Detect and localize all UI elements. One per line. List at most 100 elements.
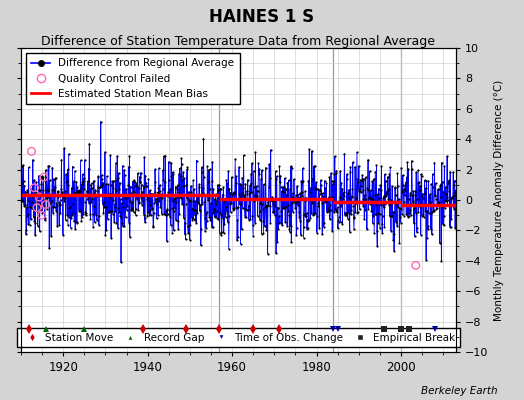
Point	[42, 201, 50, 208]
Point	[341, 209, 350, 216]
Point	[148, 205, 157, 211]
Point	[444, 197, 452, 203]
Point	[232, 203, 240, 210]
Point	[359, 196, 368, 203]
Point	[273, 238, 281, 245]
Point	[36, 201, 45, 207]
Point	[167, 172, 176, 179]
Point	[70, 178, 78, 184]
Point	[279, 202, 287, 209]
Point	[313, 213, 321, 219]
Point	[245, 190, 254, 196]
Point	[282, 191, 291, 198]
Point	[404, 166, 412, 172]
Point	[377, 202, 385, 208]
Point	[439, 221, 447, 228]
Point	[114, 204, 123, 211]
Point	[278, 188, 286, 194]
Point	[386, 200, 395, 207]
Point	[394, 170, 402, 176]
Point	[44, 194, 52, 201]
Point	[269, 198, 278, 204]
Point	[237, 182, 245, 188]
Point	[451, 225, 460, 232]
Point	[217, 229, 226, 235]
Point	[399, 199, 408, 205]
Point	[431, 193, 439, 199]
Point	[49, 204, 58, 210]
Point	[441, 204, 449, 211]
Point	[90, 177, 98, 184]
Point	[143, 183, 151, 189]
Point	[360, 215, 368, 222]
Point	[305, 146, 313, 152]
Point	[125, 153, 134, 159]
Point	[420, 214, 428, 220]
Point	[238, 174, 246, 181]
Point	[135, 199, 143, 206]
Point	[340, 150, 348, 157]
Point	[198, 169, 206, 176]
Point	[419, 211, 428, 218]
Point	[238, 190, 247, 197]
Point	[135, 200, 144, 206]
Point	[19, 162, 27, 168]
Point	[81, 199, 89, 206]
Point	[35, 186, 43, 193]
Point	[213, 214, 221, 221]
Point	[416, 204, 424, 210]
Point	[178, 201, 187, 207]
Point	[280, 189, 288, 195]
Point	[440, 163, 449, 169]
Point	[444, 179, 453, 185]
Point	[57, 186, 66, 192]
Point	[276, 179, 284, 186]
Point	[80, 186, 88, 192]
Point	[277, 184, 285, 190]
Point	[32, 190, 41, 196]
Point	[166, 214, 174, 220]
Point	[275, 163, 283, 170]
Point	[320, 224, 328, 230]
Point	[255, 207, 264, 214]
Point	[68, 163, 77, 170]
Point	[108, 210, 117, 217]
Point	[239, 152, 248, 158]
Point	[51, 184, 59, 190]
Point	[52, 201, 61, 208]
Point	[381, 178, 390, 184]
Point	[405, 213, 413, 219]
Point	[157, 194, 166, 200]
Point	[76, 208, 84, 214]
Point	[443, 194, 451, 200]
Point	[332, 168, 341, 174]
Point	[410, 205, 419, 212]
Point	[27, 148, 36, 154]
Point	[74, 187, 83, 194]
Point	[80, 178, 89, 184]
Point	[112, 187, 120, 193]
Point	[238, 205, 247, 212]
Point	[236, 180, 244, 187]
Point	[290, 196, 299, 202]
Point	[351, 209, 359, 216]
Point	[88, 196, 96, 202]
Point	[372, 162, 380, 169]
Point	[396, 220, 405, 226]
Point	[420, 177, 429, 184]
Point	[344, 210, 353, 216]
Point	[391, 184, 399, 191]
Point	[322, 198, 330, 204]
Point	[106, 152, 115, 159]
Point	[278, 184, 287, 190]
Point	[387, 197, 396, 204]
Point	[154, 212, 162, 218]
Point	[429, 207, 438, 214]
Point	[378, 230, 386, 236]
Point	[252, 195, 260, 202]
Point	[115, 209, 123, 215]
Point	[77, 185, 85, 191]
Point	[205, 166, 214, 173]
Point	[445, 223, 454, 230]
Point	[254, 160, 263, 166]
